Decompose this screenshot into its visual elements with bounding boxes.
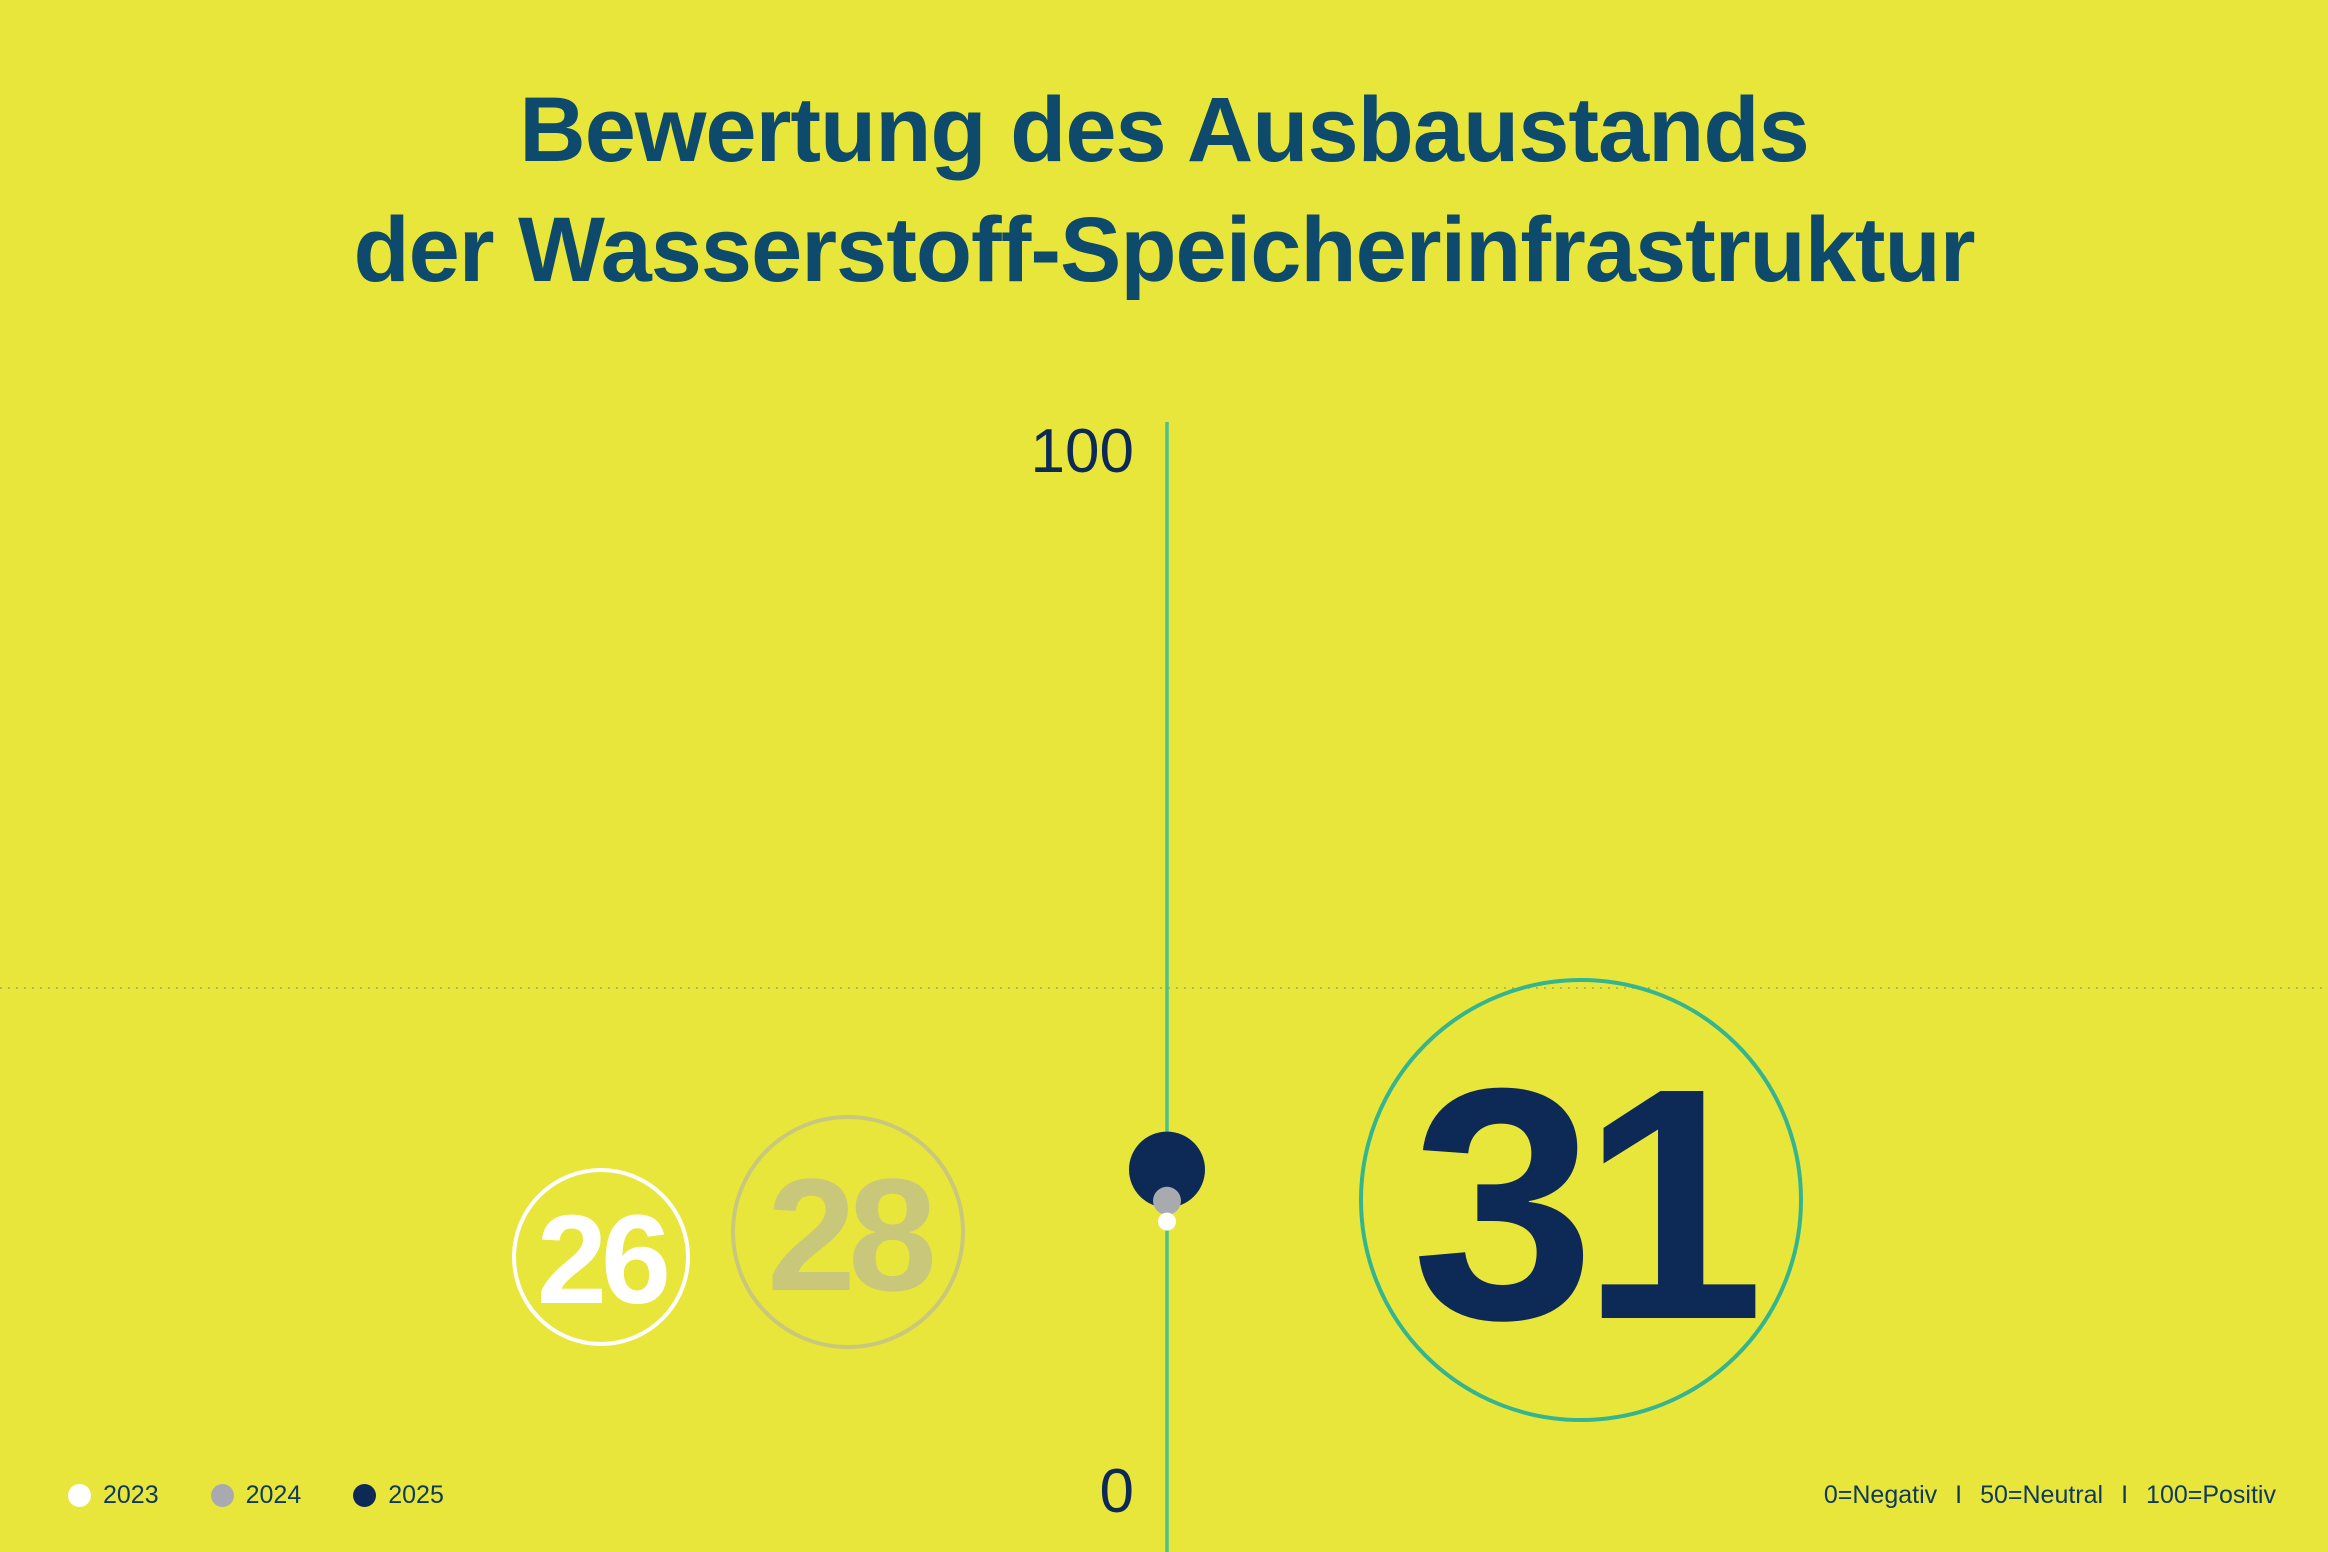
value-ring-2023	[512, 1168, 690, 1346]
legend-label-2023: 2023	[103, 1480, 159, 1509]
legend-dot-2023-icon	[68, 1483, 91, 1507]
value-ring-2024	[731, 1115, 965, 1349]
legend-label-2024: 2024	[245, 1480, 302, 1509]
chart-title-line-2: der Wasserstoff-Speicherinfrastruktur	[353, 199, 1975, 301]
scale-note: 0=Negativ I 50=Neutral I 100=Positiv	[1824, 1480, 2276, 1510]
legend-item-2023: 2023	[68, 1481, 159, 1510]
value-label-2023: 26	[537, 1189, 667, 1330]
y-tick-label-max: 100	[1031, 417, 1134, 486]
marker-2023	[1158, 1212, 1176, 1231]
value-ring-2025	[1359, 978, 1803, 1422]
legend-label-2025: 2025	[388, 1480, 444, 1509]
chart-title-line-1: Bewertung des Ausbaustands	[519, 79, 1810, 181]
legend: 2023 2024 2025	[68, 1480, 496, 1510]
scale-note-separator: I	[2121, 1480, 2129, 1509]
value-label-2024: 28	[767, 1145, 933, 1324]
legend-dot-2025-icon	[353, 1483, 377, 1507]
scale-note-neutral: 50=Neutral	[1980, 1480, 2104, 1509]
y-tick-label-min: 0	[1100, 1457, 1134, 1526]
scale-note-positive: 100=Positiv	[2146, 1480, 2276, 1509]
legend-item-2024: 2024	[210, 1480, 302, 1510]
scale-note-separator: I	[1955, 1480, 1963, 1509]
value-label-2025: 31	[1411, 1019, 1756, 1388]
marker-2025	[1129, 1131, 1205, 1208]
legend-item-2025: 2025	[353, 1481, 444, 1510]
scale-note-negative: 0=Negativ	[1823, 1480, 1938, 1509]
chart-title: Bewertung des Ausbaustands der Wassersto…	[0, 70, 2328, 310]
marker-2024	[1153, 1186, 1181, 1215]
legend-dot-2024-icon	[210, 1483, 234, 1507]
